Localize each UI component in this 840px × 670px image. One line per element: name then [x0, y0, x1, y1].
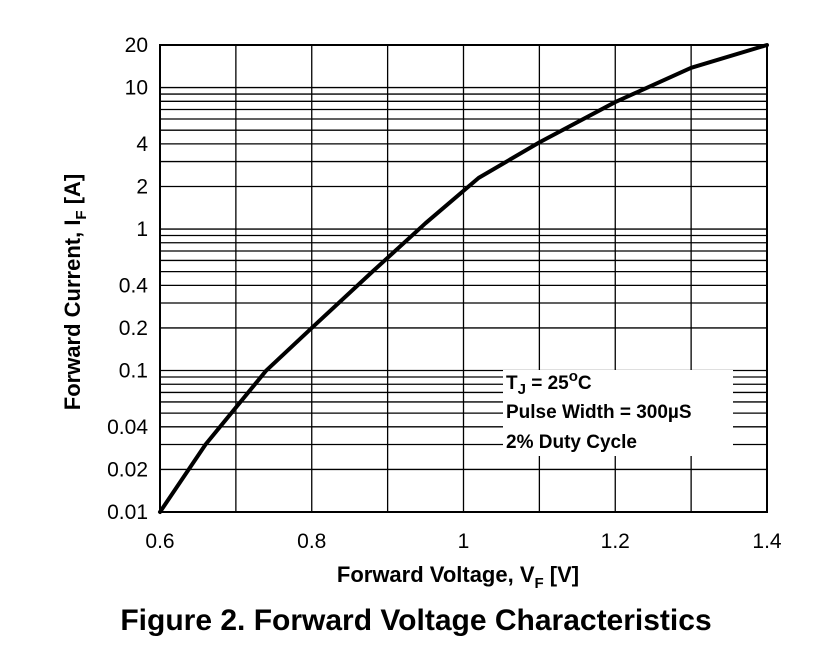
pulse-width-label: Pulse Width = 300µS: [506, 402, 692, 423]
y-tick-label: 0.04: [107, 416, 148, 439]
y-tick-label: 2: [136, 175, 148, 198]
y-tick-label: 10: [125, 77, 148, 100]
y-tick-label: 20: [125, 34, 148, 57]
y-axis-title: Forward Current, IF [A]: [60, 174, 90, 411]
annotation-background: [503, 370, 733, 456]
y-tick-label: 0.02: [107, 458, 148, 481]
x-tick-label: 1.2: [601, 530, 630, 553]
y-tick-label: 0.01: [107, 501, 148, 524]
y-tick-labels: 0.01 0.02 0.04 0.1 0.2 0.4 1 2 4 10 20: [107, 34, 148, 524]
forward-current-curve: [158, 43, 769, 514]
x-tick-label: 0.8: [297, 530, 326, 553]
figure-caption: Figure 2. Forward Voltage Characteristic…: [120, 604, 711, 637]
duty-cycle-label: 2% Duty Cycle: [506, 432, 637, 453]
y-tick-label: 1: [136, 218, 148, 241]
y-tick-label: 0.1: [119, 360, 148, 383]
y-tick-label: 0.2: [119, 317, 148, 340]
conditions-annotation: TJ = 25oC Pulse Width = 300µS 2% Duty Cy…: [503, 368, 733, 456]
junction-temp-label: TJ = 25oC: [506, 368, 592, 398]
x-axis-title: Forward Voltage, VF [V]: [337, 562, 579, 592]
plot-frame: [159, 44, 768, 513]
x-tick-labels: 0.6 0.8 1 1.2 1.4: [145, 530, 782, 553]
x-tick-label: 1: [458, 530, 470, 553]
x-tick-label: 1.4: [752, 530, 782, 553]
x-tick-label: 0.6: [145, 530, 174, 553]
y-tick-label: 4: [136, 133, 148, 156]
y-tick-label: 0.4: [119, 274, 149, 297]
